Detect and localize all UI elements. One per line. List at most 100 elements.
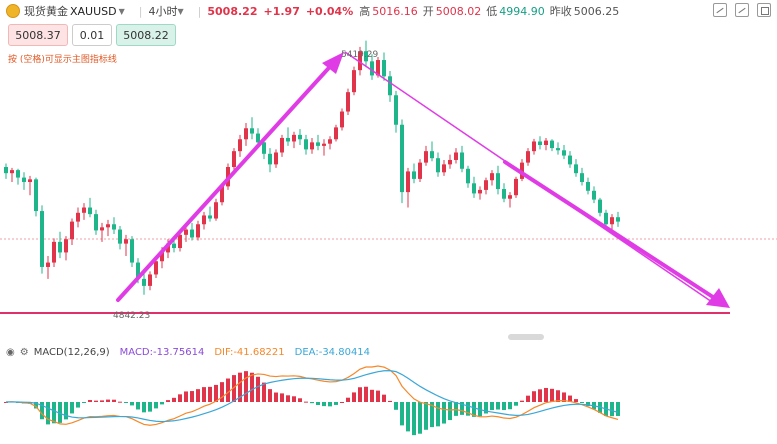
candle[interactable]: [244, 128, 248, 140]
candle[interactable]: [214, 202, 218, 219]
candle[interactable]: [250, 128, 254, 134]
candle[interactable]: [556, 148, 560, 151]
candle[interactable]: [172, 243, 176, 249]
candle[interactable]: [574, 164, 578, 174]
downtrend-arrow-line[interactable]: [503, 160, 718, 301]
candle[interactable]: [184, 229, 188, 235]
candle[interactable]: [154, 261, 158, 275]
candle[interactable]: [40, 211, 44, 267]
candle[interactable]: [130, 239, 134, 263]
candle[interactable]: [46, 262, 50, 267]
candle[interactable]: [436, 158, 440, 173]
candle[interactable]: [22, 177, 26, 182]
candle[interactable]: [232, 151, 236, 168]
sell-button[interactable]: 5008.37: [8, 24, 68, 46]
instrument-name[interactable]: 现货黄金: [24, 5, 68, 18]
price-chart[interactable]: 5419.29 4842.23: [0, 22, 777, 344]
candle[interactable]: [586, 181, 590, 191]
candle[interactable]: [256, 133, 260, 143]
indicator-icon[interactable]: [735, 3, 749, 17]
candle[interactable]: [508, 195, 512, 199]
candle[interactable]: [316, 142, 320, 146]
candle[interactable]: [532, 141, 536, 152]
candle[interactable]: [64, 239, 68, 253]
candle[interactable]: [208, 215, 212, 219]
candle[interactable]: [616, 217, 620, 222]
candle[interactable]: [388, 76, 392, 96]
timeframe-selector[interactable]: 4小时: [148, 5, 178, 18]
candle[interactable]: [136, 262, 140, 279]
candle[interactable]: [562, 150, 566, 156]
candle[interactable]: [94, 214, 98, 231]
candle[interactable]: [346, 92, 350, 112]
candle[interactable]: [550, 140, 554, 149]
candle[interactable]: [454, 152, 458, 160]
candle[interactable]: [100, 227, 104, 231]
candle[interactable]: [190, 229, 194, 238]
buy-button[interactable]: 5008.22: [116, 24, 176, 46]
candle[interactable]: [118, 229, 122, 244]
candle[interactable]: [28, 179, 32, 182]
candle[interactable]: [430, 151, 434, 159]
candle[interactable]: [370, 61, 374, 76]
candle[interactable]: [418, 162, 422, 179]
candle[interactable]: [298, 134, 302, 140]
layout-icon[interactable]: [757, 3, 771, 17]
candle[interactable]: [82, 207, 86, 213]
candle[interactable]: [364, 51, 368, 62]
candle[interactable]: [106, 224, 110, 228]
candle[interactable]: [274, 152, 278, 165]
settings-icon[interactable]: ⚙: [19, 346, 29, 358]
candle[interactable]: [592, 190, 596, 200]
candle[interactable]: [16, 170, 20, 178]
drawing-tool-icon[interactable]: [713, 3, 727, 17]
candle[interactable]: [88, 207, 92, 215]
macd-chart[interactable]: [0, 360, 777, 444]
candle[interactable]: [400, 124, 404, 193]
candle[interactable]: [544, 140, 548, 145]
candle[interactable]: [352, 70, 356, 93]
candle[interactable]: [262, 142, 266, 154]
candle[interactable]: [598, 199, 602, 213]
candle[interactable]: [124, 239, 128, 244]
candle[interactable]: [328, 139, 332, 144]
candle[interactable]: [394, 95, 398, 125]
candle[interactable]: [334, 127, 338, 140]
candle[interactable]: [166, 243, 170, 253]
candle[interactable]: [4, 167, 8, 174]
candle[interactable]: [160, 252, 164, 262]
candle[interactable]: [538, 141, 542, 145]
candle[interactable]: [70, 221, 74, 240]
candle[interactable]: [292, 134, 296, 142]
candle[interactable]: [52, 241, 56, 263]
chevron-down-icon[interactable]: ▼: [118, 6, 125, 16]
candle[interactable]: [466, 168, 470, 184]
candle[interactable]: [10, 170, 14, 174]
candle[interactable]: [478, 189, 482, 194]
chevron-down-icon[interactable]: ▼: [177, 6, 184, 16]
candle[interactable]: [280, 137, 284, 153]
candle[interactable]: [490, 173, 494, 181]
candle[interactable]: [484, 180, 488, 190]
candle[interactable]: [304, 139, 308, 150]
candle[interactable]: [58, 241, 62, 253]
candle[interactable]: [568, 155, 572, 165]
candle[interactable]: [496, 173, 500, 190]
candle[interactable]: [610, 217, 614, 225]
uptrend-arrow-line[interactable]: [116, 58, 338, 302]
candle[interactable]: [238, 139, 242, 152]
candle[interactable]: [526, 151, 530, 163]
candle[interactable]: [514, 178, 518, 196]
candle[interactable]: [502, 189, 506, 199]
quantity-input[interactable]: 0.01: [72, 24, 112, 46]
candle[interactable]: [142, 278, 146, 286]
candle[interactable]: [202, 215, 206, 225]
candle[interactable]: [268, 153, 272, 165]
candle[interactable]: [178, 234, 182, 249]
eye-icon[interactable]: ◉: [6, 346, 15, 358]
candle[interactable]: [340, 111, 344, 128]
candle[interactable]: [76, 212, 80, 222]
candle[interactable]: [358, 51, 362, 71]
candle[interactable]: [220, 186, 224, 203]
candle[interactable]: [376, 60, 380, 76]
